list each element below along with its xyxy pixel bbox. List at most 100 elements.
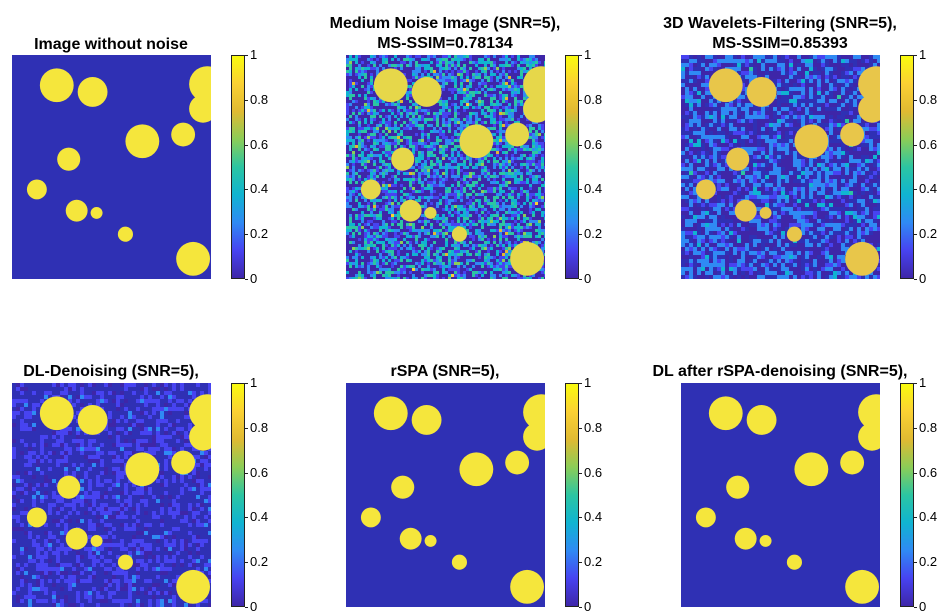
- colorbar-tick-mark: [914, 100, 917, 101]
- colorbar-tick-mark: [914, 55, 917, 56]
- colorbar-tick-mark: [579, 562, 582, 563]
- panel-title: Medium Noise Image (SNR=5),MS-SSIM=0.781…: [265, 14, 625, 54]
- disk-4: [840, 123, 864, 147]
- panel-title: Image without noise: [0, 35, 291, 55]
- disk-1: [374, 68, 408, 102]
- colorbar-tick-mark: [914, 607, 917, 608]
- panel-title-line: DL after rSPA-denoising (SNR=5),: [600, 362, 938, 382]
- disk-2: [78, 77, 108, 107]
- disk-3: [794, 124, 828, 158]
- colorbar-tick-mark: [914, 383, 917, 384]
- colorbar-tick-label: 0.4: [919, 182, 937, 196]
- colorbar-tick-label: 1: [919, 376, 926, 390]
- colorbar-tick-mark: [579, 279, 582, 280]
- heatmap-image: [346, 55, 545, 279]
- colorbar-tick-mark: [914, 428, 917, 429]
- colorbar-tick-label: 0: [250, 600, 257, 614]
- colorbar-tick-label: 0.2: [919, 555, 937, 569]
- colorbar-tick-mark: [245, 517, 248, 518]
- panel-title-line: Medium Noise Image (SNR=5),: [265, 14, 625, 34]
- colorbar-tick-mark: [914, 145, 917, 146]
- disk-4: [505, 123, 529, 147]
- disk-10: [845, 242, 879, 276]
- colorbar-tick-mark: [914, 234, 917, 235]
- disk-3: [459, 124, 493, 158]
- disk-3: [459, 452, 493, 486]
- disk-6: [361, 179, 381, 199]
- disk-7: [400, 528, 422, 550]
- disk-2: [412, 77, 442, 107]
- heatmap-image: [681, 55, 880, 279]
- disk-8: [425, 207, 437, 219]
- disk-10: [845, 570, 879, 604]
- colorbar: [900, 383, 914, 607]
- disk-10: [176, 242, 210, 276]
- colorbar-tick-label: 0: [919, 272, 926, 286]
- disk-3: [125, 124, 159, 158]
- colorbar-tick-mark: [245, 279, 248, 280]
- colorbar-tick-label: 1: [584, 48, 591, 62]
- colorbar-tick-mark: [579, 428, 582, 429]
- disk-4: [171, 451, 195, 475]
- disk-7: [66, 200, 88, 222]
- colorbar-tick-mark: [245, 473, 248, 474]
- colorbar-tick-label: 1: [584, 376, 591, 390]
- colorbar-tick-label: 0.8: [919, 93, 937, 107]
- colorbar-tick-label: 0: [919, 600, 926, 614]
- colorbar-tick-label: 0.6: [250, 466, 268, 480]
- disk-4: [505, 451, 529, 475]
- heatmap-image: [346, 383, 545, 607]
- disk-8: [760, 207, 772, 219]
- colorbar: [565, 55, 579, 279]
- colorbar-tick-mark: [914, 517, 917, 518]
- colorbar-tick-label: 0.2: [250, 555, 268, 569]
- colorbar-tick-label: 0.6: [584, 466, 602, 480]
- colorbar-gradient: [232, 384, 244, 606]
- colorbar-tick-label: 0.6: [919, 138, 937, 152]
- disk-1: [709, 396, 743, 430]
- disk-8: [91, 535, 103, 547]
- panel-title-line: MS-SSIM=0.78134: [265, 34, 625, 54]
- colorbar-tick-label: 0.8: [584, 421, 602, 435]
- disk-7: [735, 528, 757, 550]
- colorbar-tick-mark: [579, 517, 582, 518]
- panel-title-line: 3D Wavelets-Filtering (SNR=5),: [600, 14, 938, 34]
- disk-2: [747, 77, 777, 107]
- colorbar-tick-label: 0.2: [919, 227, 937, 241]
- panel-title-line: rSPA (SNR=5),: [265, 362, 625, 382]
- colorbar: [900, 55, 914, 279]
- colorbar: [231, 383, 245, 607]
- disk-5: [391, 476, 414, 499]
- colorbar-tick-label: 1: [250, 48, 257, 62]
- heatmap-image: [12, 383, 211, 607]
- colorbar-tick-mark: [245, 562, 248, 563]
- disk-7: [400, 200, 422, 222]
- disk-10: [176, 570, 210, 604]
- disk-6: [361, 507, 381, 527]
- colorbar-tick-label: 0.6: [584, 138, 602, 152]
- disk-9: [787, 227, 802, 242]
- colorbar-tick-label: 0.6: [919, 466, 937, 480]
- disk-7: [66, 528, 88, 550]
- colorbar-tick-label: 0.8: [919, 421, 937, 435]
- disk-4: [171, 123, 195, 147]
- colorbar-tick-label: 0.4: [250, 182, 268, 196]
- disk-8: [760, 535, 772, 547]
- colorbar-tick-label: 0.2: [584, 555, 602, 569]
- disk-6: [696, 179, 716, 199]
- panel-title-line: Image without noise: [0, 35, 291, 55]
- disk-5: [726, 148, 749, 171]
- disk-8: [91, 207, 103, 219]
- disk-9: [452, 227, 467, 242]
- disk-9: [452, 555, 467, 570]
- disk-9: [118, 227, 133, 242]
- colorbar-tick-mark: [245, 100, 248, 101]
- disk-6: [696, 507, 716, 527]
- colorbar: [231, 55, 245, 279]
- colorbar-gradient: [566, 56, 578, 278]
- colorbar-tick-label: 0.8: [584, 93, 602, 107]
- disk-1: [40, 396, 74, 430]
- colorbar-gradient: [232, 56, 244, 278]
- disk-6: [27, 179, 47, 199]
- disk-2: [78, 405, 108, 435]
